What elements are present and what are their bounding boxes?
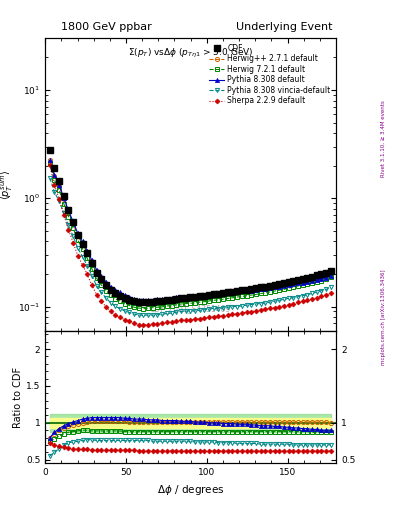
- Line: Herwig++ 2.7.1 default: Herwig++ 2.7.1 default: [48, 158, 333, 304]
- CDF: [329, 267, 333, 273]
- Line: Pythia 8.308 default: Pythia 8.308 default: [48, 158, 333, 302]
- Herwig 7.2.1 default: [151, 305, 155, 311]
- Text: mcplots.cern.ch [arXiv:1306.3436]: mcplots.cern.ch [arXiv:1306.3436]: [381, 270, 386, 365]
- Herwig 7.2.1 default: [221, 296, 226, 302]
- Herwig++ 2.7.1 default: [141, 299, 146, 305]
- Sherpa 2.2.9 default: [141, 322, 146, 328]
- CDF: [104, 282, 108, 288]
- CDF: [296, 277, 300, 283]
- Text: 1800 GeV ppbar: 1800 GeV ppbar: [61, 22, 152, 32]
- Herwig++ 2.7.1 default: [296, 276, 300, 283]
- Pythia 8.308 vincia-default: [221, 305, 226, 311]
- Herwig++ 2.7.1 default: [48, 157, 52, 163]
- Herwig++ 2.7.1 default: [202, 292, 207, 298]
- CDF: [221, 290, 226, 296]
- Pythia 8.308 vincia-default: [151, 312, 155, 318]
- Pythia 8.308 vincia-default: [113, 303, 118, 309]
- CDF: [141, 300, 146, 306]
- Legend: CDF, Herwig++ 2.7.1 default, Herwig 7.2.1 default, Pythia 8.308 default, Pythia : CDF, Herwig++ 2.7.1 default, Herwig 7.2.…: [208, 42, 332, 107]
- Herwig 7.2.1 default: [104, 287, 108, 293]
- Herwig 7.2.1 default: [113, 296, 118, 302]
- Pythia 8.308 default: [151, 297, 155, 303]
- Y-axis label: Ratio to CDF: Ratio to CDF: [13, 367, 23, 428]
- X-axis label: $\Delta\phi$ / degrees: $\Delta\phi$ / degrees: [157, 483, 224, 497]
- Text: $\Sigma(p_T)$ vs$\Delta\phi$ ($p_{T\eta1}$ > 5.0 GeV): $\Sigma(p_T)$ vs$\Delta\phi$ ($p_{T\eta1…: [128, 47, 253, 60]
- Herwig 7.2.1 default: [296, 283, 300, 289]
- Pythia 8.308 vincia-default: [104, 295, 108, 301]
- Pythia 8.308 default: [113, 287, 118, 293]
- Herwig++ 2.7.1 default: [104, 281, 108, 287]
- Text: Underlying Event: Underlying Event: [235, 22, 332, 32]
- Pythia 8.308 vincia-default: [48, 175, 52, 181]
- Text: Rivet 3.1.10, ≥ 3.4M events: Rivet 3.1.10, ≥ 3.4M events: [381, 100, 386, 177]
- Herwig++ 2.7.1 default: [151, 298, 155, 304]
- Y-axis label: $\langle p_T^{sum} \rangle$: $\langle p_T^{sum} \rangle$: [0, 169, 15, 200]
- Pythia 8.308 default: [146, 297, 151, 303]
- Line: Sherpa 2.2.9 default: Sherpa 2.2.9 default: [48, 164, 332, 327]
- Sherpa 2.2.9 default: [113, 312, 118, 318]
- Line: Pythia 8.308 vincia-default: Pythia 8.308 vincia-default: [48, 176, 333, 317]
- Herwig++ 2.7.1 default: [221, 290, 226, 296]
- Sherpa 2.2.9 default: [48, 162, 52, 168]
- Line: Herwig 7.2.1 default: Herwig 7.2.1 default: [48, 161, 333, 311]
- Herwig 7.2.1 default: [329, 274, 333, 280]
- Text: CDF_2001_S4751469: CDF_2001_S4751469: [150, 304, 231, 313]
- Herwig++ 2.7.1 default: [113, 289, 118, 295]
- CDF: [202, 293, 207, 299]
- Pythia 8.308 default: [202, 292, 207, 298]
- Sherpa 2.2.9 default: [221, 312, 226, 318]
- Sherpa 2.2.9 default: [202, 315, 207, 321]
- Pythia 8.308 default: [104, 279, 108, 285]
- CDF: [151, 298, 155, 305]
- Pythia 8.308 default: [48, 157, 52, 163]
- Pythia 8.308 default: [296, 280, 300, 286]
- Pythia 8.308 vincia-default: [202, 307, 207, 313]
- Herwig++ 2.7.1 default: [329, 267, 333, 273]
- Sherpa 2.2.9 default: [296, 300, 300, 306]
- Pythia 8.308 vincia-default: [329, 284, 333, 290]
- CDF: [113, 290, 118, 296]
- Line: CDF: CDF: [47, 147, 334, 306]
- Pythia 8.308 default: [329, 272, 333, 279]
- Pythia 8.308 default: [221, 290, 226, 296]
- Sherpa 2.2.9 default: [151, 321, 155, 327]
- Herwig 7.2.1 default: [48, 160, 52, 166]
- CDF: [48, 147, 52, 153]
- Herwig 7.2.1 default: [141, 306, 146, 312]
- Pythia 8.308 vincia-default: [296, 294, 300, 300]
- Sherpa 2.2.9 default: [104, 304, 108, 310]
- Sherpa 2.2.9 default: [329, 290, 333, 296]
- Pythia 8.308 vincia-default: [141, 312, 146, 318]
- Herwig 7.2.1 default: [202, 298, 207, 305]
